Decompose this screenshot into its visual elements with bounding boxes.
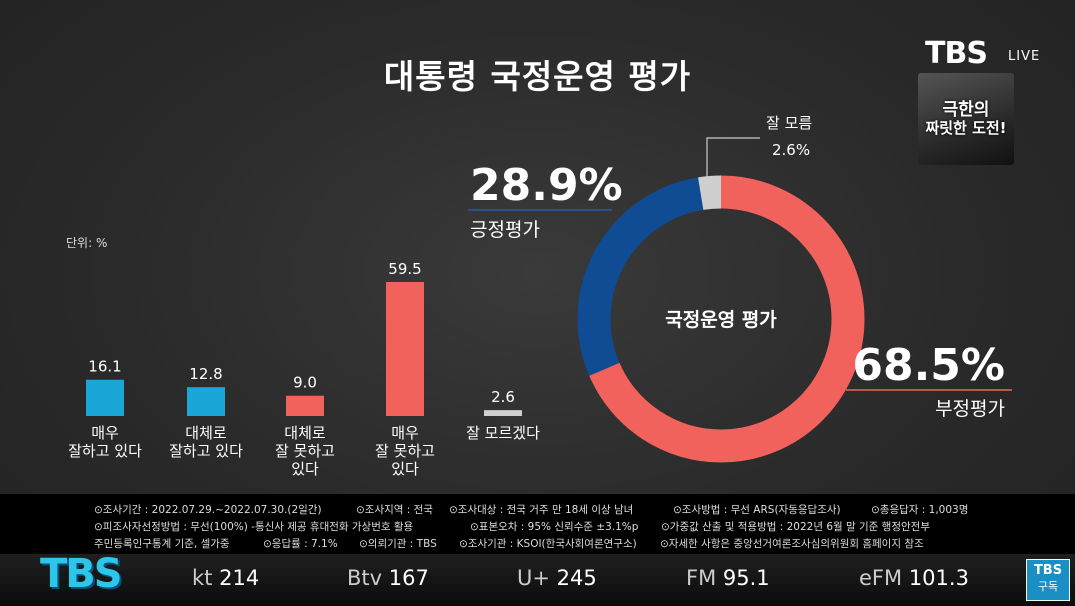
bar-value-label: 16.1 [88, 358, 121, 376]
unknown-percent-label: 2.6% [772, 141, 810, 159]
donut-slice [577, 175, 865, 463]
channel-name: Btv [347, 566, 383, 590]
bar-category-label: 매우 [91, 424, 119, 442]
bar-value-label: 9.0 [293, 374, 317, 392]
channel-name: kt [192, 566, 213, 590]
note-client: ⊙의뢰기관 : TBS [359, 538, 437, 550]
channel-number: 95.1 [722, 566, 770, 590]
bar [386, 282, 424, 416]
bar-category-label: 잘하고 있다 [68, 442, 142, 460]
channel-number: 214 [219, 566, 260, 590]
bar-category-label: 있다 [291, 460, 319, 478]
positive-label: 긍정평가 [470, 219, 540, 241]
unknown-label: 잘 모름 [766, 114, 812, 132]
chart-title: 대통령 국정운영 평가 [383, 57, 692, 96]
channel-name: eFM [859, 566, 903, 590]
channel-name: U+ [517, 566, 550, 590]
note-selection: ⊙피조사자선정방법 : 무선(100%) -통신사 제공 휴대전화 가상번호 활… [94, 521, 414, 533]
positive-percent-label: 28.9% [470, 160, 623, 211]
note-target: ⊙조사대상 : 전국 거주 만 18세 이상 남녀 [449, 504, 634, 516]
channel-name: FM [686, 566, 717, 590]
subscribe-logo: TBS [1033, 563, 1063, 578]
note-agency: ⊙조사기관 : KSOI(한국사회여론연구소) [459, 538, 637, 550]
note-respondents: ⊙총응답자 : 1,003명 [871, 504, 969, 516]
unit-label: 단위: % [66, 236, 108, 250]
bar-category-label: 대체로 [284, 424, 326, 442]
bar [484, 410, 522, 416]
bar-category-label: 매우 [391, 424, 419, 442]
note-method: ⊙조사방법 : 무선 ARS(자동응답조사) [673, 504, 841, 516]
live-indicator: LIVE [1008, 49, 1041, 64]
bar-category-label: 대체로 [185, 424, 227, 442]
channel-fm: FM 95.1 [686, 566, 770, 590]
channel-number: 167 [388, 566, 429, 590]
program-thumbnail[interactable]: 극한의 짜릿한 도전! [918, 73, 1014, 165]
bar-value-label: 12.8 [189, 365, 222, 383]
note-response-rate: ⊙응답률 : 7.1% [263, 538, 338, 550]
note-reference: ⊙자세한 사항은 중앙선거여론조사심의위원회 홈페이지 참조 [660, 538, 924, 550]
channel-ticker [0, 554, 1075, 606]
bar-category-label: 잘 못하고 [275, 442, 335, 460]
negative-percent-label: 68.5% [852, 340, 1005, 391]
thumbnail-line2: 짜릿한 도전! [925, 119, 1007, 137]
donut-slice [577, 175, 865, 463]
channel-uplus: U+ 245 [517, 566, 597, 590]
bar-category-label: 있다 [391, 460, 419, 478]
channel-efm: eFM 101.3 [859, 566, 969, 590]
channel-number: 245 [556, 566, 597, 590]
bar [86, 379, 124, 416]
bar [286, 395, 324, 416]
survey-notes-panel: ⊙조사기간 : 2022.07.29.~2022.07.30.(2일간) ⊙조사… [0, 494, 1075, 554]
subscribe-label: 구독 [1037, 580, 1059, 593]
note-weight: ⊙가중값 산출 및 적용방법 : 2022년 6월 말 기준 행정안전부 [661, 521, 930, 533]
bar-category-label: 잘 못하고 [375, 442, 435, 460]
bar-value-label: 59.5 [388, 260, 421, 278]
negative-label: 부정평가 [935, 398, 1005, 420]
note-region: ⊙조사지역 : 전국 [356, 504, 433, 516]
subscribe-button[interactable]: TBS 구독 [1026, 559, 1070, 601]
ticker-tbs-logo: TBS [40, 551, 123, 597]
bar-value-label: 2.6 [491, 388, 515, 406]
bar-category-label: 잘 모르겠다 [466, 424, 540, 442]
note-period: ⊙조사기간 : 2022.07.29.~2022.07.30.(2일간) [94, 504, 322, 516]
bar [187, 387, 225, 416]
note-weight-basis: 주민등록인구통계 기준, 셀가중 [94, 538, 230, 550]
note-error: ⊙표본오차 : 95% 신뢰수준 ±3.1%p [470, 521, 639, 533]
unknown-leader-line [706, 137, 760, 180]
channel-btv: Btv 167 [347, 566, 429, 590]
channel-number: 101.3 [908, 566, 969, 590]
bar-category-label: 잘하고 있다 [169, 442, 243, 460]
donut-center-label: 국정운영 평가 [665, 309, 777, 331]
thumbnail-line1: 극한의 [942, 100, 990, 120]
channel-kt: kt 214 [192, 566, 259, 590]
tbs-logo: TBS [925, 36, 988, 71]
